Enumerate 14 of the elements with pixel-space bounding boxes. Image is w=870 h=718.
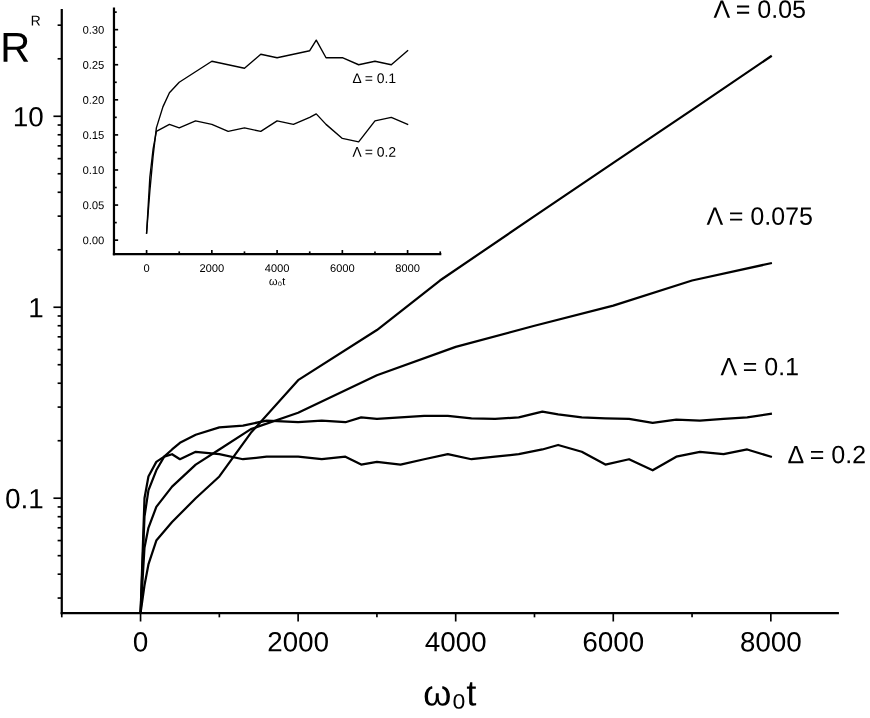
x-tick-label: 6000 [583, 631, 644, 652]
y-tick-label: 1 [30, 298, 43, 318]
x-tick-label: 4000 [425, 631, 486, 652]
y-tick-label: 0.1 [6, 488, 43, 509]
series-label: Λ = 0.05 [713, 0, 805, 19]
x-tick-label: 0 [133, 631, 148, 652]
y-axis-title: R [3, 33, 29, 62]
series-label: Λ = 0.1 [720, 357, 798, 376]
series-label: Δ = 0.2 [788, 445, 865, 464]
series-label: Λ = 0.075 [706, 207, 812, 225]
y-tick-label: 10 [14, 106, 43, 127]
x-tick-label: 2000 [268, 631, 328, 652]
x-tick-label: 8000 [741, 631, 801, 652]
x-axis-title: ω₀t [424, 682, 477, 709]
